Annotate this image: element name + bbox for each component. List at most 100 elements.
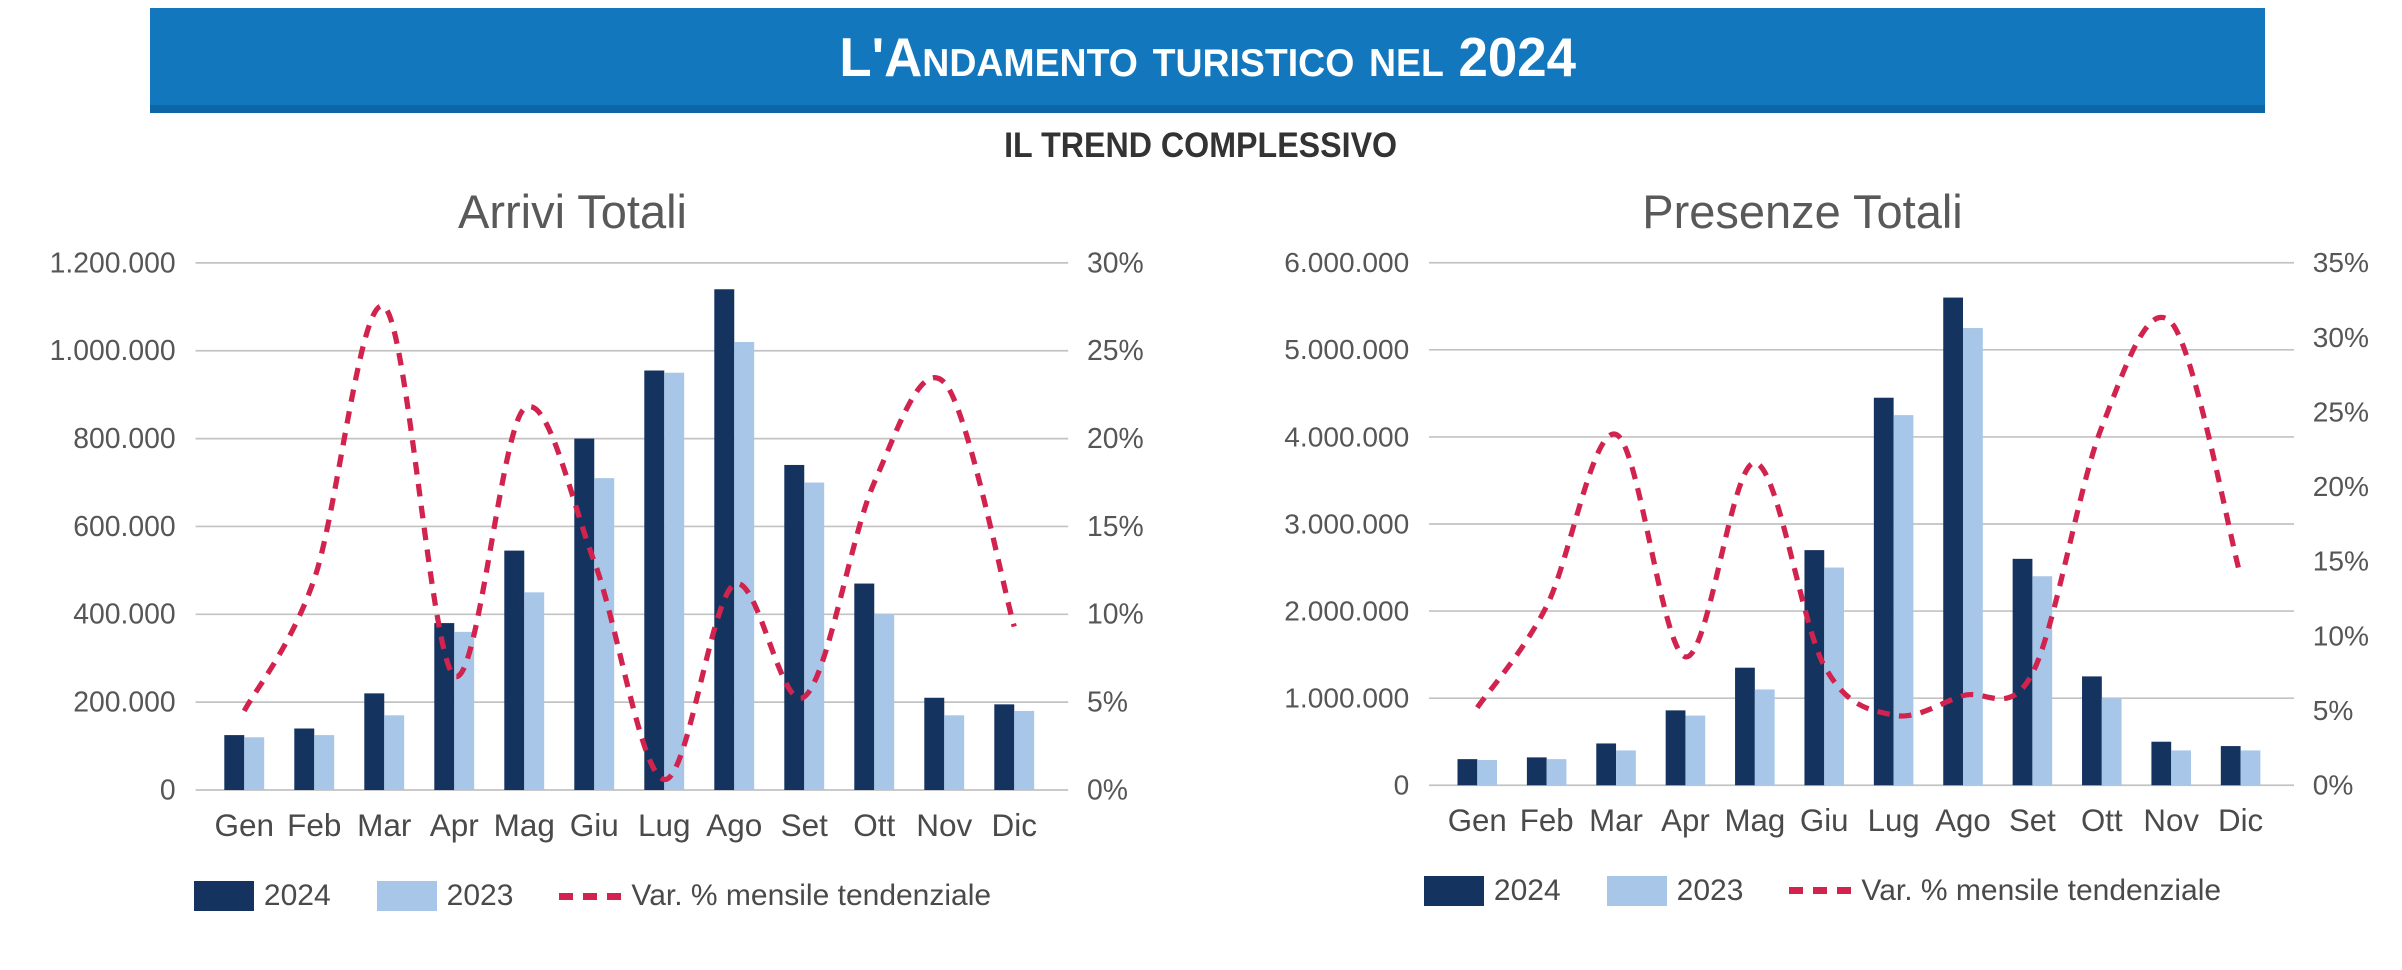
y-axis-tick-label: 6.000.000 (1284, 247, 1409, 278)
month-label: Apr (1661, 803, 1710, 838)
bar-2023 (1616, 750, 1636, 786)
y-axis-tick-label: 1.000.000 (1284, 683, 1409, 714)
pct-axis-tick-label: 20% (2313, 471, 2369, 502)
bar-2024 (1873, 397, 1894, 786)
pct-axis-tick-label: 15% (1087, 511, 1144, 543)
bar-2024 (1665, 710, 1686, 786)
y-axis-tick-label: 0 (1394, 770, 1410, 801)
chart-arrivi-totali: Arrivi Totali 1.200.000 1.000.000 800.000 6… (15, 180, 1170, 916)
month-label: Set (781, 807, 829, 843)
legend-label-trend: Var. % mensile tendenziale (1861, 873, 2222, 907)
month-label: Ott (853, 807, 895, 843)
pct-axis-tick-label: 10% (1087, 599, 1144, 631)
pct-axis-tick-label: 10% (2313, 620, 2369, 651)
header-banner: L'Andamento turistico nel 2024 (150, 8, 2265, 113)
bar-2024 (294, 728, 315, 790)
legend-swatch-2023 (1606, 875, 1667, 906)
pct-axis-tick-label: 15% (2313, 546, 2369, 577)
bar-2024 (2082, 676, 2102, 786)
legend-item-2024: 2024 (193, 879, 331, 913)
pct-axis-tick-label: 30% (1087, 247, 1144, 279)
bar-2024 (714, 289, 735, 790)
bar-2023 (384, 715, 405, 790)
legend-item-2024: 2024 (1423, 873, 1561, 908)
bar-2023 (244, 737, 265, 790)
legend-label-2024: 2024 (1493, 873, 1561, 907)
bar-2024 (644, 370, 665, 790)
bar-2024 (224, 735, 245, 790)
pct-axis-tick-label: 20% (1087, 423, 1144, 455)
bar-2024 (2220, 746, 2241, 786)
bar-2023 (664, 372, 685, 790)
month-label: Feb (287, 807, 341, 843)
legend-label-2024: 2024 (263, 879, 331, 912)
pct-axis-tick-label: 25% (1087, 335, 1144, 367)
y-axis-tick-label: 5.000.000 (1284, 334, 1409, 365)
y-axis-tick-label: 2.000.000 (1284, 595, 1409, 626)
bar-2024 (1943, 297, 1964, 786)
legend-arrivi: 2024 2023 Var. % mensile tendenziale (15, 876, 1170, 916)
pct-axis-tick-label: 30% (2313, 322, 2369, 353)
section-subtitle-text: IL TREND COMPLESSIVO (1004, 126, 1398, 165)
bar-2023 (594, 478, 615, 790)
bar-2023 (1754, 689, 1775, 786)
month-label: Mar (1589, 803, 1643, 838)
month-label: Ago (1935, 803, 1991, 838)
bar-2024 (1735, 667, 1755, 786)
bar-2023 (314, 735, 335, 790)
bar-2024 (1457, 759, 1478, 786)
month-label: Mag (1724, 803, 1785, 838)
bar-2024 (2012, 558, 2033, 786)
month-label: Set (2009, 803, 2056, 838)
month-label: Nov (2143, 803, 2199, 838)
legend-label-trend: Var. % mensile tendenziale (631, 879, 992, 912)
bar-2024 (924, 697, 945, 790)
month-label: Feb (1520, 803, 1574, 838)
y-axis-tick-label: 1.000.000 (50, 335, 176, 367)
y-axis-tick-label: 4.000.000 (1284, 421, 1409, 452)
y-axis-tick-label: 0 (160, 774, 176, 806)
chart-presenze-totali: Presenze Totali 6.000.000 5.000.000 4.000.… (1250, 180, 2395, 911)
chart-title-arrivi: Arrivi Totali (458, 185, 687, 238)
legend-item-trend: Var. % mensile tendenziale (1789, 874, 2221, 908)
page-title: L'Andamento turistico nel 2024 (839, 25, 1576, 88)
month-label: Apr (430, 807, 479, 843)
legend-dashed-line-icon (1789, 887, 1852, 895)
pct-axis-tick-label: 25% (2313, 396, 2369, 427)
trend-line (1475, 314, 2244, 719)
bar-2023 (1893, 415, 1914, 786)
legend-presenze: 2024 2023 Var. % mensile tendenziale (1250, 871, 2395, 911)
month-label: Gen (1448, 803, 1507, 838)
y-axis-tick-label: 600.000 (73, 511, 175, 543)
bar-2023 (804, 482, 825, 790)
month-label: Gen (214, 807, 274, 843)
y-axis-tick-label: 800.000 (73, 423, 175, 455)
legend-item-2023: 2023 (376, 879, 513, 913)
bar-2023 (2032, 576, 2053, 786)
bar-2024 (854, 583, 875, 790)
month-label: Dic (992, 807, 1037, 843)
bar-2023 (1014, 710, 1035, 790)
pct-axis-tick-label: 0% (2313, 770, 2354, 801)
month-label: Mar (357, 807, 411, 843)
y-axis-tick-label: 200.000 (73, 687, 175, 719)
bar-2023 (524, 592, 545, 790)
y-axis-tick-label: 3.000.000 (1284, 508, 1409, 539)
bar-2024 (994, 704, 1015, 790)
legend-swatch-2024 (193, 881, 254, 911)
bar-2023 (1824, 567, 1845, 786)
bar-2023 (2240, 750, 2261, 786)
bar-2024 (1526, 757, 1547, 786)
pct-axis-tick-label: 5% (2313, 695, 2354, 726)
month-label: Giu (1800, 803, 1849, 838)
bar-2023 (1546, 759, 1567, 786)
chart-title-presenze: Presenze Totali (1642, 185, 1963, 238)
bar-2024 (1596, 743, 1617, 786)
trend-line (241, 303, 1017, 783)
bar-2023 (1477, 760, 1498, 786)
month-label: Mag (494, 807, 555, 843)
arrivi-totali-plot: 1.200.000 1.000.000 800.000 600.000 400.000 2… (50, 247, 1144, 843)
pct-axis-tick-label: 35% (2313, 247, 2369, 278)
y-axis-tick-label: 1.200.000 (50, 247, 176, 279)
month-label: Lug (1868, 803, 1920, 838)
